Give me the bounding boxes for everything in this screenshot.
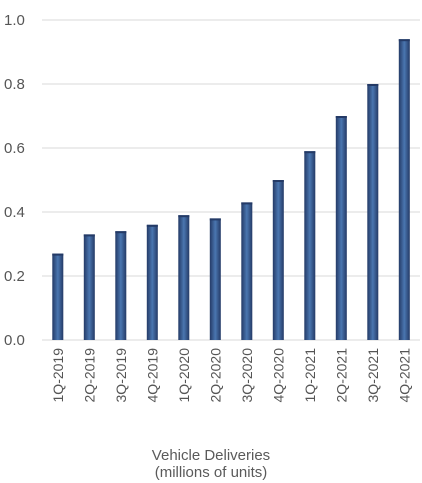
bar-cap [83, 234, 95, 237]
bar-2Q-2020 [209, 218, 221, 340]
bar-cap [304, 151, 316, 154]
bar-3Q-2021 [367, 84, 379, 340]
y-tick-label: 0.6 [4, 140, 25, 157]
bar-cap [335, 116, 347, 118]
bar-4Q-2019 [146, 224, 158, 340]
x-tick-label: 2Q-2020 [207, 348, 223, 403]
x-axis-ticks: 1Q-2019 2Q-2019 3Q-2019 4Q-2019 1Q-2020 2Q-20… [50, 348, 412, 403]
y-tick-label: 0.0 [4, 332, 25, 349]
x-axis-label-line-1: Vehicle Deliveries [151, 447, 271, 464]
bar-2Q-2021 [335, 116, 347, 340]
bar-cap [178, 215, 190, 218]
x-axis-label-line-2: (millions of units) [154, 464, 268, 481]
gridlines [42, 19, 420, 341]
bar-cap [241, 202, 253, 205]
bar-4Q-2020 [272, 180, 284, 340]
bar-cap [146, 224, 158, 227]
y-tick-label: 0.4 [4, 204, 25, 221]
x-tick-label: 3Q-2021 [365, 348, 381, 403]
bar-cap [209, 218, 221, 221]
x-tick-label: 4Q-2019 [144, 348, 160, 403]
bar-1Q-2021 [304, 151, 316, 340]
bar-cap [272, 180, 284, 182]
bar-cap [367, 84, 379, 86]
x-tick-label: 3Q-2020 [239, 348, 255, 403]
y-tick-label: 1.0 [4, 12, 25, 29]
x-tick-label: 4Q-2021 [396, 348, 412, 403]
bar-3Q-2020 [241, 202, 253, 340]
y-tick-label: 0.8 [4, 76, 25, 93]
x-axis-label: Vehicle Deliveries (millions of units) [0, 447, 422, 481]
bar-1Q-2019 [52, 253, 64, 340]
bar-cap [52, 253, 64, 256]
bars [52, 39, 410, 340]
bar-2Q-2019 [83, 234, 95, 340]
bar-4Q-2021 [398, 39, 410, 340]
x-tick-label: 2Q-2019 [81, 348, 97, 403]
x-tick-label: 1Q-2019 [50, 348, 66, 403]
x-tick-label: 3Q-2019 [113, 348, 129, 403]
bar-cap [115, 231, 127, 234]
x-tick-label: 1Q-2021 [302, 348, 318, 403]
x-tick-label: 4Q-2020 [270, 348, 286, 403]
x-tick-label: 1Q-2020 [176, 348, 192, 403]
bar-1Q-2020 [178, 215, 190, 340]
y-axis-ticks: 0.0 0.2 0.4 0.6 0.8 1.0 [4, 12, 25, 349]
bar-cap [398, 39, 410, 42]
y-tick-label: 0.2 [4, 268, 25, 285]
bar-3Q-2019 [115, 231, 127, 340]
x-tick-label: 2Q-2021 [333, 348, 349, 403]
